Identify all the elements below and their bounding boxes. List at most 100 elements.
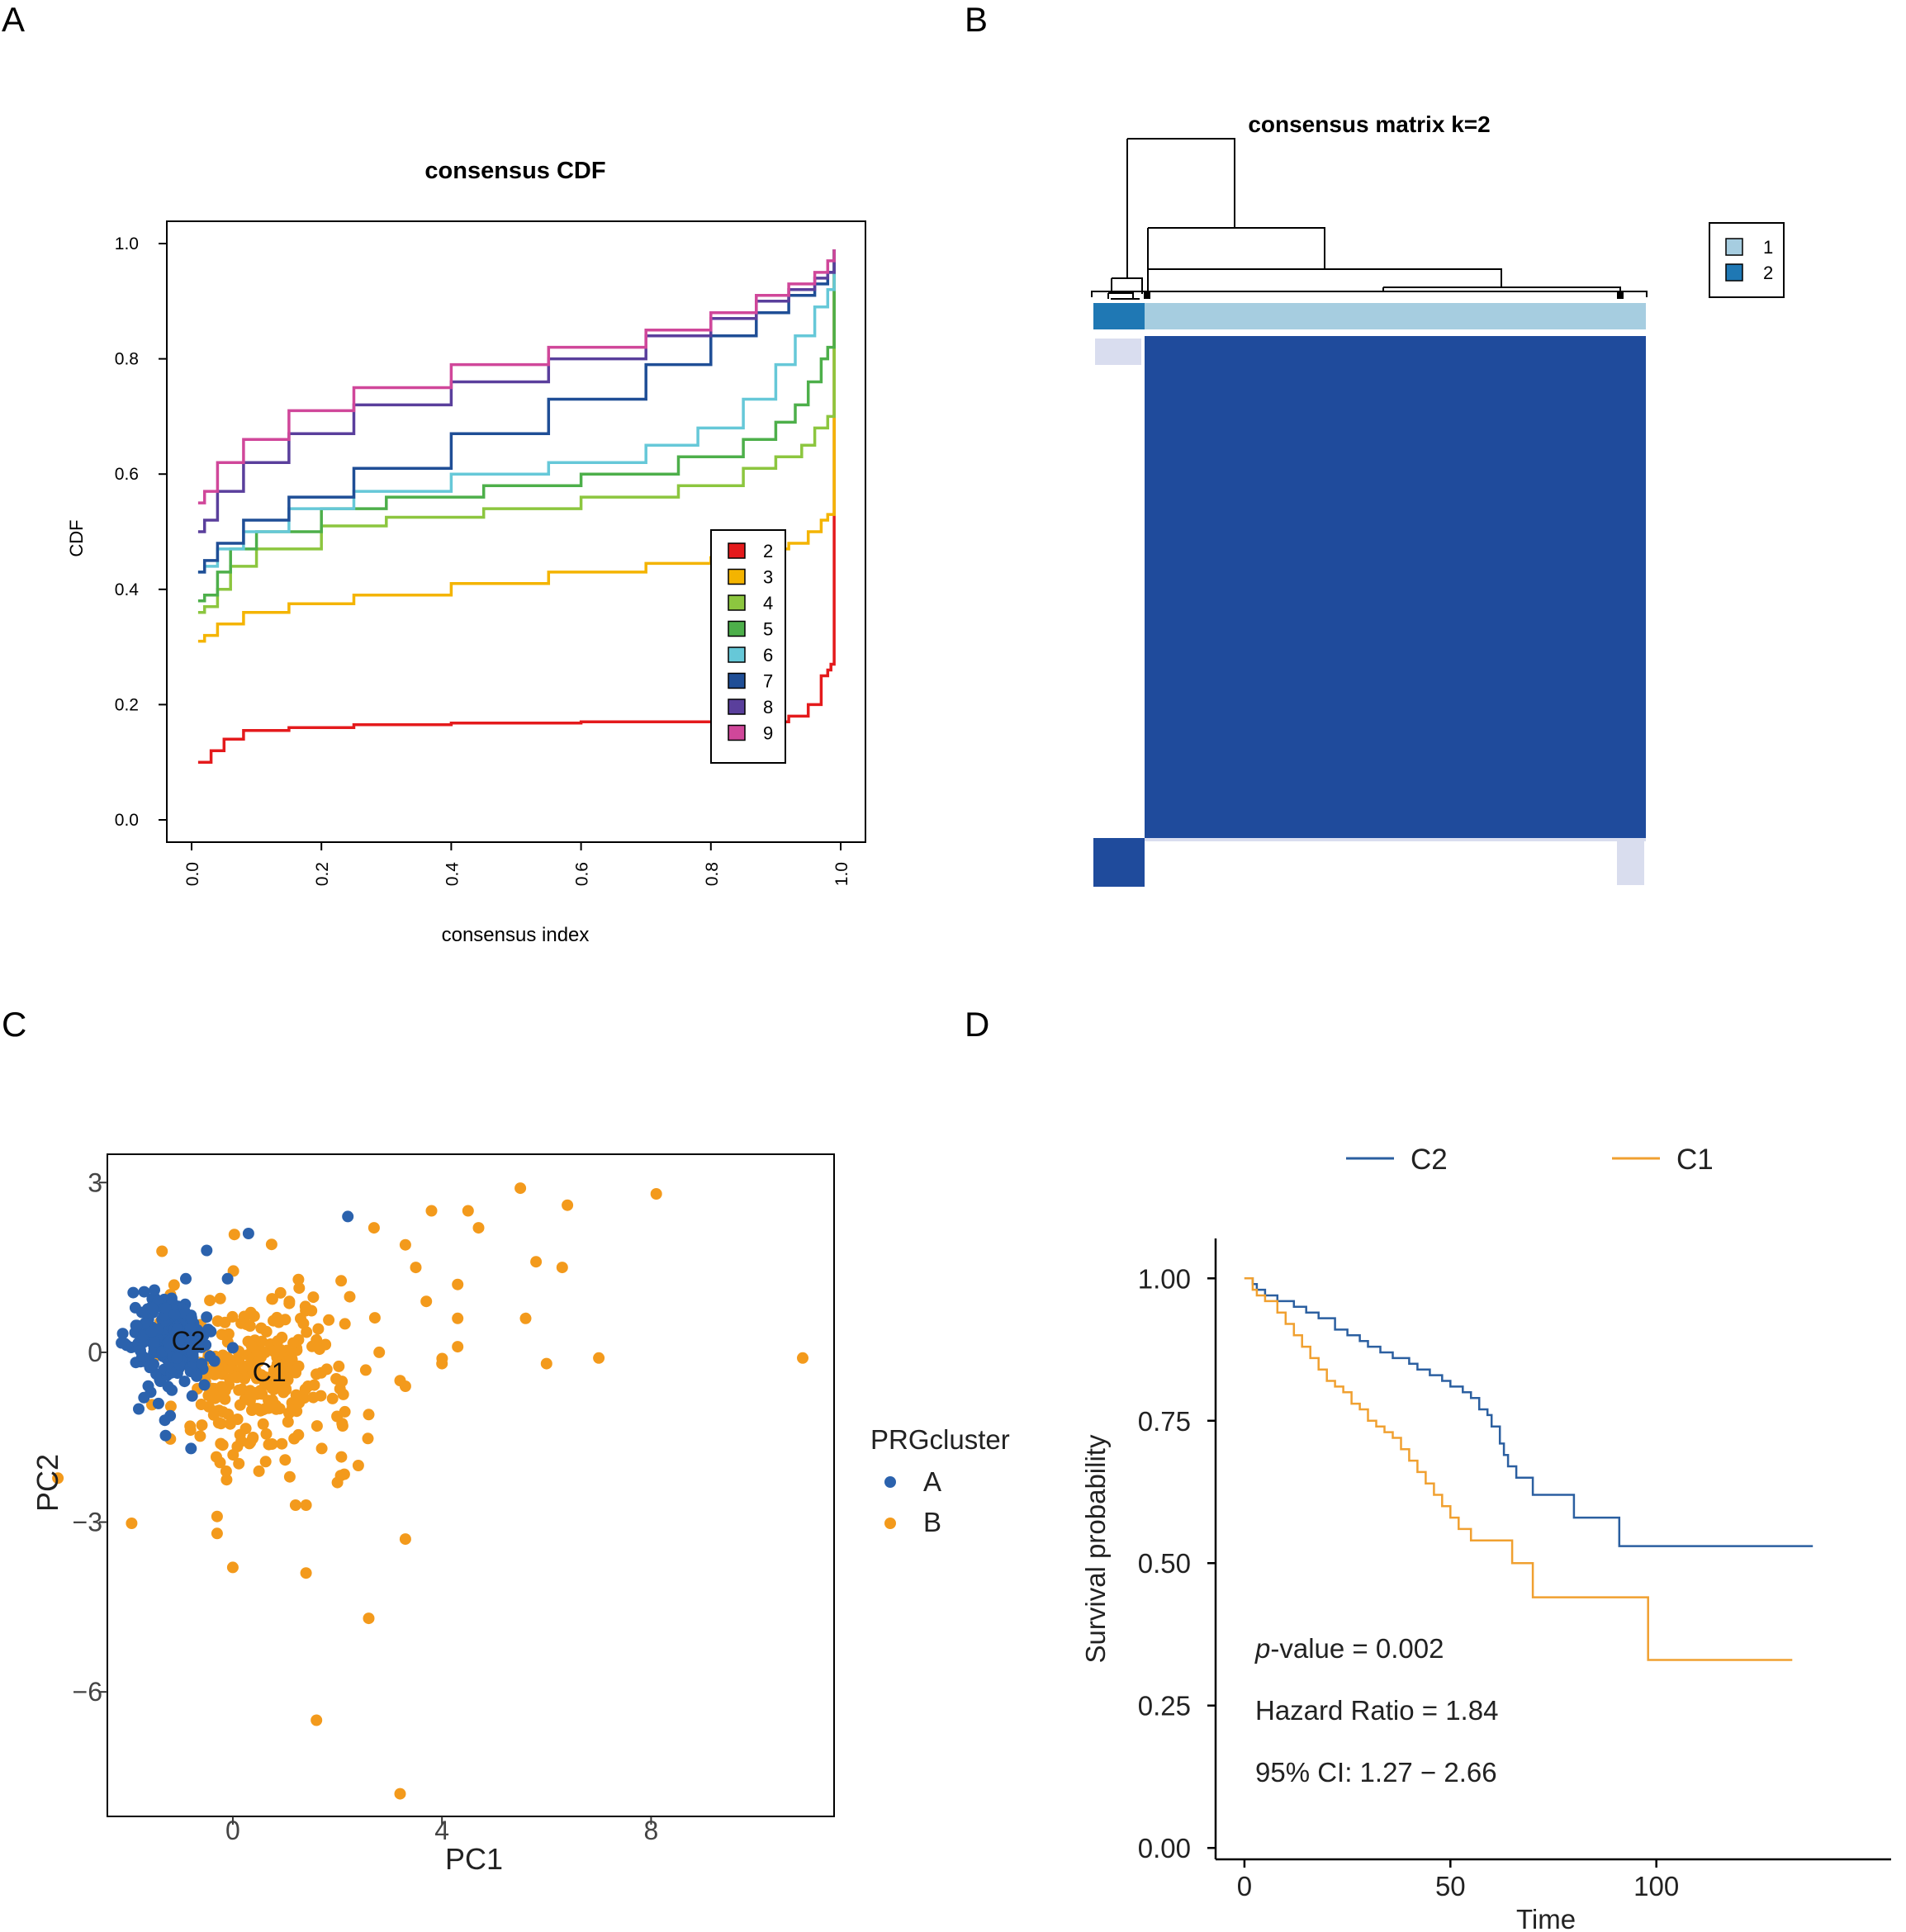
scatter-point-b	[540, 1357, 552, 1370]
scatter-point-b	[283, 1470, 296, 1483]
scatter-point-b	[214, 1292, 226, 1305]
chart-c-legend: PRGcluster A B	[870, 1424, 1010, 1537]
scatter-point-b	[216, 1380, 228, 1393]
a-ytick-label: 0.0	[115, 811, 139, 830]
scatter-point-b	[272, 1335, 284, 1347]
a-legend-label: 5	[763, 619, 773, 640]
heatmap-dendrogram	[1091, 138, 1648, 300]
scatter-point-b	[266, 1293, 278, 1305]
scatter-point-b	[650, 1188, 662, 1200]
scatter-point-b	[367, 1222, 380, 1234]
scatter-point-b	[228, 1229, 240, 1241]
scatter-point-b	[226, 1561, 239, 1574]
scatter-point-b	[290, 1366, 302, 1379]
a-xtick-label: 1.0	[832, 862, 851, 886]
scatter-point-b	[335, 1451, 348, 1463]
d-xtick-label: 50	[1435, 1871, 1466, 1901]
a-legend-swatch	[728, 672, 746, 689]
centroid-label-c2: C2	[172, 1326, 206, 1356]
scatter-point-b	[323, 1314, 335, 1326]
a-ytick-label: 0.2	[115, 695, 139, 714]
scatter-point-a	[135, 1306, 148, 1319]
chart-d-pvalue: p-value = 0.002	[1254, 1633, 1444, 1664]
scatter-point-b	[308, 1379, 320, 1391]
scatter-point-a	[342, 1210, 354, 1223]
scatter-point-a	[242, 1228, 254, 1239]
scatter-point-a	[149, 1284, 160, 1296]
c-ytick-label: −3	[73, 1508, 102, 1537]
scatter-point-b	[126, 1518, 138, 1529]
chart-a-legend: 2 3 4 5 6 7 8 9	[710, 529, 786, 764]
scatter-point-b	[237, 1361, 249, 1374]
scatter-point-a	[171, 1352, 183, 1364]
scatter-point-b	[311, 1420, 323, 1432]
scatter-point-b	[260, 1428, 273, 1440]
scatter-point-b	[452, 1312, 464, 1324]
cluster-bar-2	[1093, 303, 1145, 329]
cdf-line-k3	[197, 249, 836, 643]
panel-letter-c: C	[2, 1005, 26, 1044]
c-ytick-label: 3	[88, 1167, 102, 1197]
scatter-point-b	[211, 1527, 223, 1540]
a-xtick-label: 0.0	[183, 862, 202, 886]
chart-a-title: consensus CDF	[424, 158, 605, 184]
scatter-point-b	[247, 1432, 258, 1445]
scatter-point-b	[326, 1392, 339, 1404]
scatter-point-b	[399, 1533, 411, 1546]
scatter-point-a	[185, 1312, 197, 1324]
scatter-point-b	[233, 1457, 245, 1470]
scatter-point-b	[227, 1449, 239, 1461]
scatter-point-a	[171, 1323, 183, 1335]
scatter-point-b	[283, 1295, 296, 1308]
a-ytick-label: 0.6	[115, 465, 139, 484]
chart-a-plot-frame	[166, 220, 866, 843]
legend-marker-b	[884, 1518, 896, 1529]
scatter-point-b	[300, 1499, 312, 1511]
cdf-line-k6	[197, 249, 836, 574]
scatter-point-b	[214, 1456, 226, 1469]
scatter-point-b	[260, 1325, 273, 1338]
scatter-point-a	[127, 1286, 140, 1299]
a-legend-label: 7	[763, 671, 773, 692]
scatter-point-b	[207, 1409, 220, 1421]
scatter-point-b	[312, 1323, 325, 1335]
scatter-point-b	[220, 1474, 233, 1486]
scatter-point-a	[201, 1244, 213, 1257]
chart-d-legend: C2 C1	[1346, 1144, 1714, 1176]
scatter-point-b	[233, 1384, 245, 1396]
scatter-point-b	[263, 1438, 275, 1451]
a-legend-label: 8	[763, 697, 773, 717]
scatter-point-b	[562, 1199, 574, 1211]
panel-letter-b: B	[965, 0, 988, 39]
chart-b-legend-box	[1709, 222, 1785, 298]
scatter-point-b	[274, 1371, 287, 1384]
scatter-point-b	[292, 1273, 305, 1286]
legend-swatch-2	[1725, 263, 1743, 282]
scatter-point-a	[135, 1345, 146, 1357]
scatter-point-b	[184, 1420, 197, 1432]
scatter-point-b	[194, 1430, 206, 1442]
scatter-point-b	[292, 1428, 305, 1441]
scatter-point-b	[259, 1456, 272, 1468]
c-ytick-label: −6	[73, 1677, 102, 1707]
consensus-block-cluster-2	[1093, 838, 1145, 887]
scatter-point-b	[307, 1291, 320, 1304]
a-legend-swatch	[728, 646, 746, 663]
a-legend-swatch	[728, 568, 746, 585]
scatter-point-b	[271, 1357, 283, 1370]
scatter-point-b	[362, 1432, 374, 1445]
scatter-point-b	[211, 1510, 223, 1522]
scatter-point-b	[280, 1382, 292, 1395]
scatter-point-a	[205, 1325, 217, 1338]
chart-a-xlabel: consensus index	[442, 924, 590, 946]
a-legend-swatch	[728, 620, 746, 637]
scatter-point-b	[293, 1282, 306, 1295]
scatter-point-b	[231, 1413, 244, 1425]
scatter-point-b	[339, 1405, 351, 1418]
scatter-point-a	[152, 1397, 164, 1409]
scatter-point-b	[252, 1403, 263, 1415]
scatter-point-b	[156, 1245, 168, 1257]
scatter-point-b	[274, 1286, 287, 1299]
scatter-point-b	[519, 1312, 532, 1324]
